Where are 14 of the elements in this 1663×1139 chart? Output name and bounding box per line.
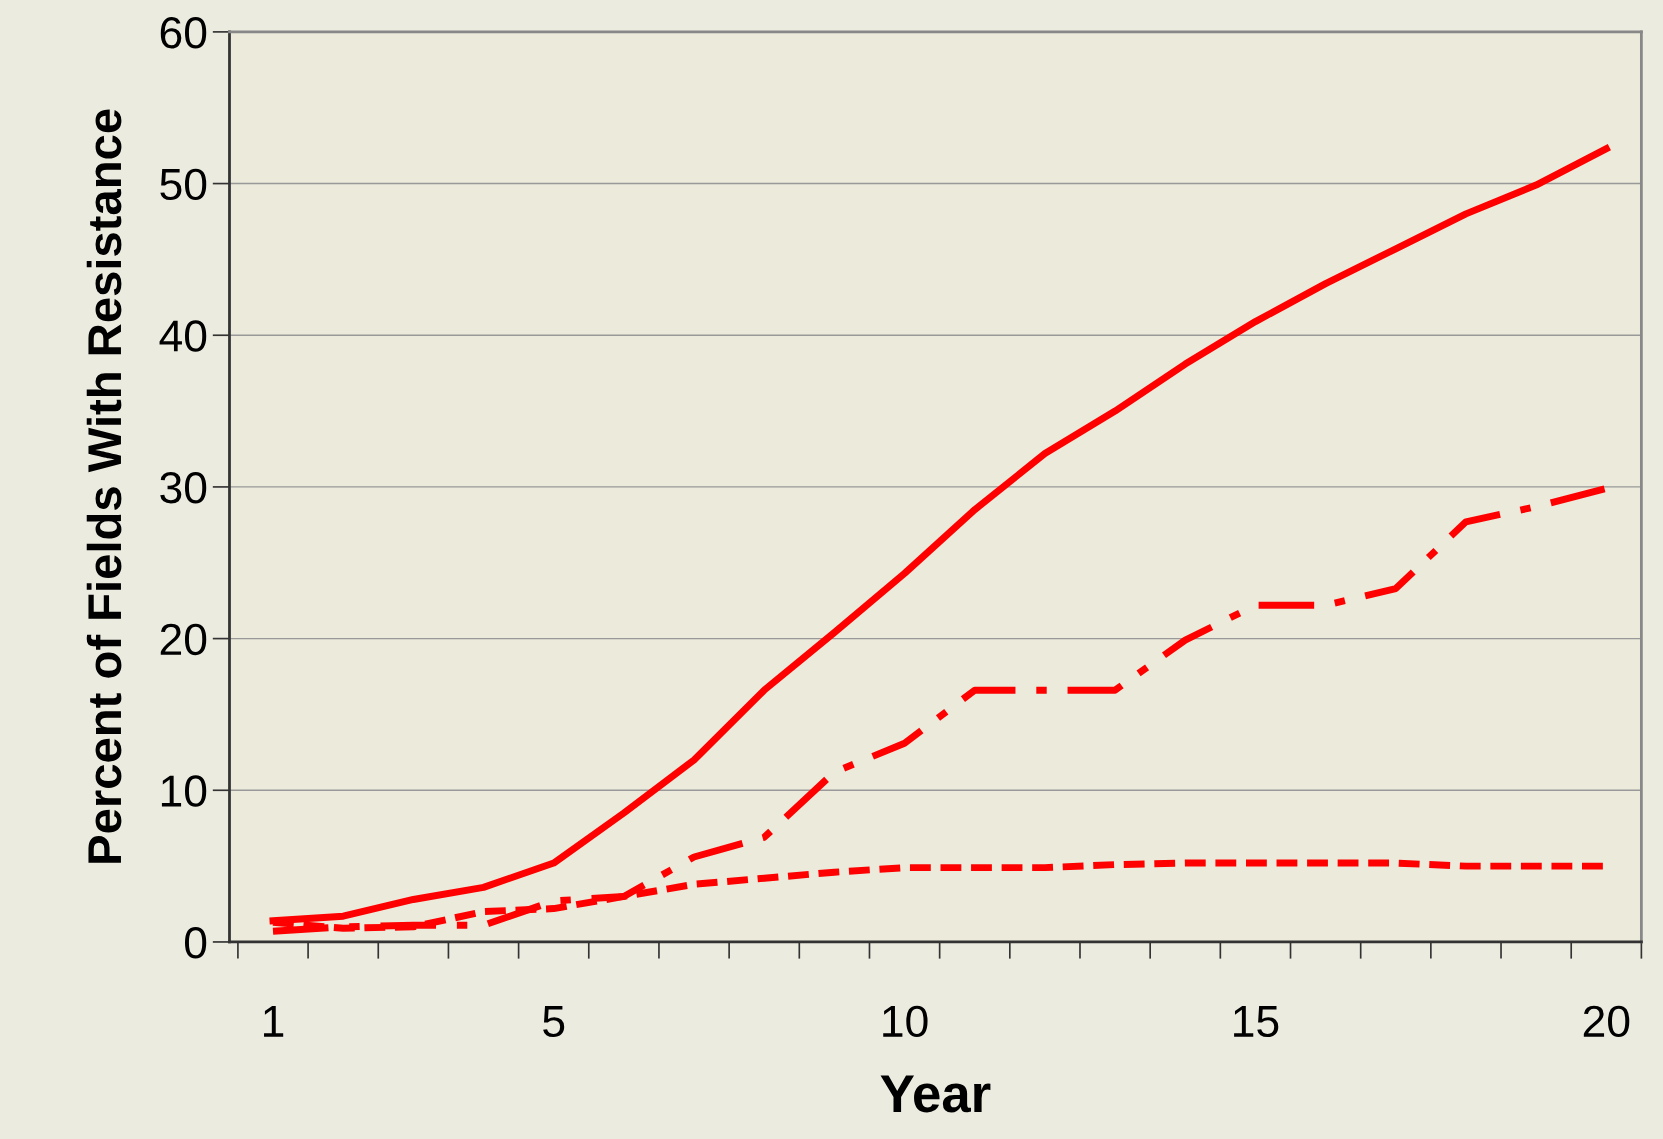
x-tick-label: 1 — [264, 1006, 284, 1037]
y-tick-label: 30 — [160, 471, 207, 504]
x-tick-label: 15 — [1234, 1006, 1279, 1038]
x-tick-label: 10 — [883, 1005, 928, 1038]
y-tick-label: 20 — [160, 623, 207, 656]
x-axis-title: Year — [880, 1075, 991, 1113]
y-tick-label: 60 — [160, 16, 207, 49]
y-tick-label: 0 — [184, 927, 207, 959]
x-tick-label: 5 — [543, 1006, 565, 1038]
y-tick-label: 40 — [159, 320, 207, 352]
x-tick-label: 20 — [1583, 1005, 1630, 1038]
y-tick-label: 50 — [160, 168, 207, 201]
y-axis-title: Percent of Fields With Resistance — [86, 109, 122, 863]
y-tick-label: 10 — [161, 775, 207, 807]
